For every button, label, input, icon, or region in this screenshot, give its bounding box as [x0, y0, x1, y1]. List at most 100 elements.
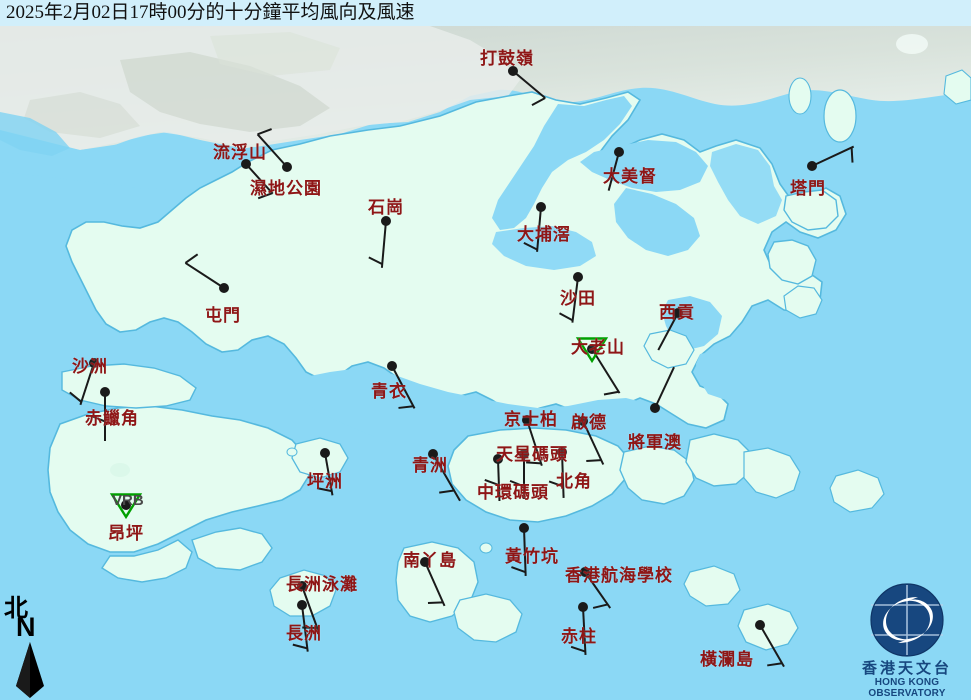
- barb-flag-0: [484, 479, 500, 486]
- wind-station-2: [256, 128, 292, 172]
- station-label: 青衣: [371, 382, 407, 401]
- wind-station-0: [508, 66, 546, 107]
- barb-shaft: [432, 453, 461, 502]
- station-label: 天星碼頭: [496, 445, 568, 464]
- station-label: 沙田: [560, 289, 596, 308]
- station-label: 流浮山: [213, 143, 267, 162]
- station-dot-icon[interactable]: [219, 283, 229, 293]
- lantau-island: [47, 363, 311, 583]
- station-dot-icon[interactable]: [557, 447, 567, 457]
- victoria-harbour-and-hk-island: [300, 368, 801, 523]
- station-label: 香港航海學校: [565, 566, 673, 585]
- station-dot-icon[interactable]: [673, 308, 683, 318]
- wind-station-18: [509, 449, 529, 499]
- barb-shaft: [654, 366, 675, 409]
- barb-shaft: [759, 624, 785, 668]
- station-dot-icon[interactable]: [428, 449, 438, 459]
- wind-station-17: [578, 416, 605, 465]
- barb-flag-0: [526, 461, 542, 465]
- barb-flag-0: [90, 414, 106, 423]
- station-dot-icon[interactable]: [282, 162, 292, 172]
- station-dot-icon[interactable]: [807, 161, 817, 171]
- station-label: 黃竹坑: [505, 547, 559, 566]
- station-dot-icon[interactable]: [320, 448, 330, 458]
- barb-shaft: [245, 163, 274, 195]
- wind-station-6: [523, 202, 546, 252]
- station-dot-icon[interactable]: [297, 600, 307, 610]
- barb-shaft: [424, 561, 446, 607]
- wind-station-5: [807, 145, 855, 171]
- logo-name-cn: 香港天文台: [861, 661, 952, 677]
- station-dot-icon[interactable]: [387, 361, 397, 371]
- wind-station-28: [755, 620, 785, 668]
- station-dot-icon[interactable]: [519, 449, 529, 459]
- barb-flag-0: [69, 391, 82, 403]
- station-dot-icon[interactable]: [536, 202, 546, 212]
- barb-shaft: [571, 276, 579, 323]
- barb-flag-0: [316, 487, 332, 493]
- barb-shaft: [582, 606, 587, 655]
- station-dot-icon[interactable]: [573, 272, 583, 282]
- station-label: 石崗: [368, 198, 404, 217]
- station-label: 赤柱: [561, 627, 597, 646]
- station-label: 長洲泳灘: [286, 575, 358, 594]
- station-label: 赤鱲角: [85, 409, 139, 428]
- station-dot-icon[interactable]: [587, 344, 597, 354]
- station-dot-icon[interactable]: [508, 66, 518, 76]
- wind-station-15: [316, 448, 334, 496]
- barb-flag-0: [184, 253, 199, 264]
- wind-station-7: [559, 272, 583, 323]
- page-title: 2025年2月02日17時00分的十分鐘平均風向及風速: [6, 2, 415, 23]
- station-dot-icon[interactable]: [121, 500, 131, 510]
- station-dot-icon[interactable]: [493, 454, 503, 464]
- wind-station-9: [575, 337, 621, 396]
- station-dot-icon[interactable]: [381, 216, 391, 226]
- barb-flag-0: [509, 479, 525, 488]
- station-label: 大埔滘: [517, 225, 571, 244]
- wind-station-3: [368, 216, 391, 268]
- wind-station-23: [420, 557, 446, 607]
- barb-flag-0: [850, 147, 854, 163]
- station-label: 沙洲: [72, 357, 108, 376]
- station-dot-icon[interactable]: [241, 159, 251, 169]
- barb-shaft: [301, 604, 309, 652]
- north-arrow-icon: [16, 642, 44, 698]
- barb-shaft: [523, 527, 527, 577]
- station-dot-icon[interactable]: [755, 620, 765, 630]
- station-dot-icon[interactable]: [420, 557, 430, 567]
- barb-shaft: [256, 133, 288, 168]
- station-dot-icon[interactable]: [614, 147, 624, 157]
- station-label: 啟德: [571, 413, 607, 432]
- wind-station-11: [69, 358, 99, 406]
- station-label: 塔門: [790, 179, 826, 198]
- station-label: 將軍澳: [628, 433, 682, 452]
- barb-shaft: [391, 365, 416, 409]
- station-label: 青洲: [412, 456, 448, 475]
- station-dot-icon[interactable]: [519, 523, 529, 533]
- station-label: 坪洲: [307, 472, 343, 491]
- barb-shaft: [657, 312, 679, 351]
- wind-station-16: [522, 415, 543, 466]
- station-dot-icon[interactable]: [100, 387, 110, 397]
- barb-flag-0: [570, 645, 586, 653]
- barb-shaft: [512, 70, 546, 99]
- station-dot-icon[interactable]: [89, 358, 99, 368]
- wind-station-22: [511, 523, 529, 577]
- strong-wind-warning-triangle: [109, 493, 143, 520]
- station-dot-icon[interactable]: [522, 415, 532, 425]
- station-label: 橫瀾島: [700, 650, 754, 669]
- station-dot-icon[interactable]: [650, 403, 660, 413]
- station-dot-icon[interactable]: [297, 581, 307, 591]
- barb-flag-0: [511, 566, 526, 574]
- barb-shaft: [536, 206, 542, 252]
- station-dot-icon[interactable]: [578, 602, 588, 612]
- barb-flag-0: [427, 601, 444, 604]
- compass-north-cn: 北: [4, 596, 28, 622]
- tolo-harbour-and-bays: [492, 96, 839, 319]
- barb-shaft: [526, 419, 543, 466]
- station-dot-icon[interactable]: [580, 567, 590, 577]
- barb-flag-0: [257, 128, 272, 136]
- wind-station-14: [428, 449, 461, 502]
- station-dot-icon[interactable]: [578, 416, 588, 426]
- logo-name-en: HONG KONG OBSERVATORY: [868, 677, 946, 699]
